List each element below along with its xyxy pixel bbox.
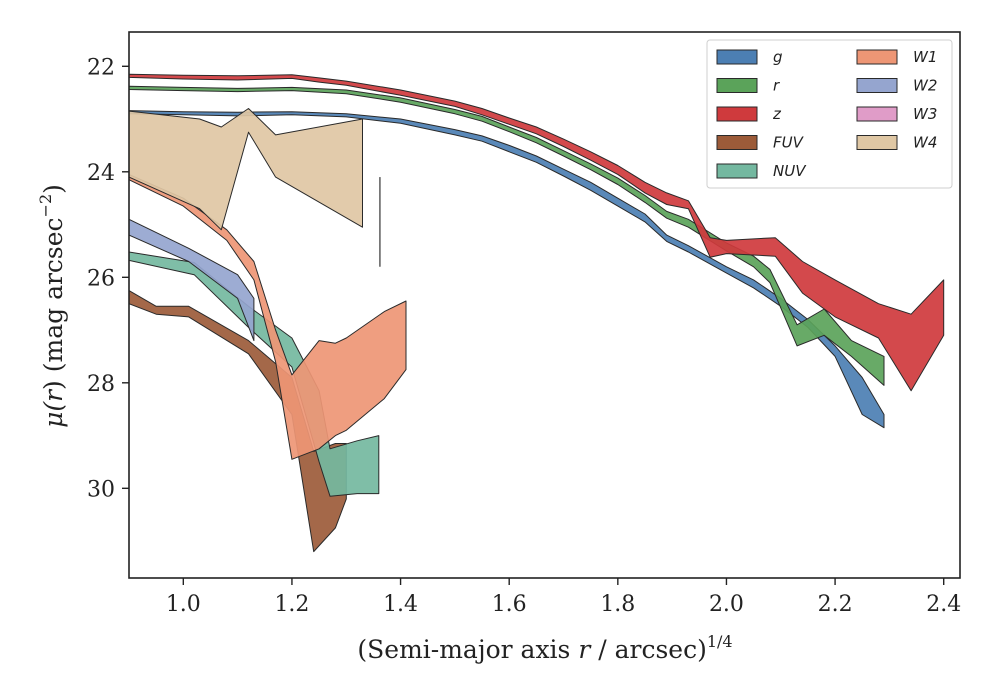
x-tick-label: 2.0 xyxy=(709,592,744,617)
band-r xyxy=(129,85,885,386)
y-tick-label: 26 xyxy=(87,266,115,291)
y-tick-label: 30 xyxy=(87,477,115,502)
legend-label: FUV xyxy=(773,134,805,152)
axes-frame xyxy=(128,31,961,579)
legend-swatch xyxy=(716,78,758,93)
legend-swatch xyxy=(716,49,758,65)
band-g xyxy=(129,110,885,429)
legend-label: r xyxy=(773,77,780,95)
y-tick-label: 22 xyxy=(87,55,115,80)
legend-label: W2 xyxy=(913,77,937,95)
x-tick-label: 1.8 xyxy=(600,592,635,617)
legend-swatch xyxy=(716,135,758,150)
x-tick-label: 2.4 xyxy=(926,592,961,617)
band-w2 xyxy=(129,218,255,342)
legend-item-fuv: FUV xyxy=(716,134,805,152)
legend: grz FUV NUV W1 W2 W3 W4 xyxy=(706,39,953,189)
x-tick-label: 1.2 xyxy=(274,592,309,617)
legend-label: NUV xyxy=(773,162,807,180)
band-w4 xyxy=(129,108,363,231)
legend-swatch xyxy=(856,49,898,65)
legend-item-nuv: NUV xyxy=(716,162,807,180)
x-tick-label: 1.6 xyxy=(492,592,527,617)
legend-label: W1 xyxy=(913,48,937,66)
axes: 1.0 1.2 1.4 1.6 1.8 2.0 2.2 2.4 22 24 26 28 30 xyxy=(87,31,961,617)
x-tick-label: 1.0 xyxy=(166,592,201,617)
plot-area xyxy=(129,73,945,553)
y-tick-label: 24 xyxy=(87,161,115,186)
legend-item-w1: W1 xyxy=(856,48,937,66)
legend-label: W4 xyxy=(913,134,937,152)
y-tick-label: 28 xyxy=(87,372,115,397)
legend-label: W3 xyxy=(913,105,937,123)
legend-label: z xyxy=(772,105,782,123)
legend-item-g: g xyxy=(716,48,783,66)
band-w1 xyxy=(129,173,407,460)
legend-item-w2: W2 xyxy=(856,77,937,95)
x-axis-label: (Semi-major axis r / arcsec)1/4 xyxy=(357,632,732,664)
legend-label: g xyxy=(773,48,783,66)
legend-swatch xyxy=(856,78,898,93)
x-tick-label: 2.2 xyxy=(818,592,853,617)
legend-item-z: z xyxy=(716,105,782,123)
x-tick-label: 1.4 xyxy=(383,592,418,617)
legend-swatch xyxy=(716,106,758,122)
legend-swatch xyxy=(856,135,898,150)
legend-item-w4: W4 xyxy=(856,134,937,152)
legend-box xyxy=(706,39,953,189)
legend-item-w3: W3 xyxy=(856,105,937,123)
legend-item-r: r xyxy=(716,77,780,95)
y-axis-label: μ(r) (mag arcsec−2) xyxy=(36,184,68,428)
legend-swatch xyxy=(716,163,758,179)
band-z xyxy=(129,73,945,392)
legend-swatch xyxy=(856,106,898,122)
